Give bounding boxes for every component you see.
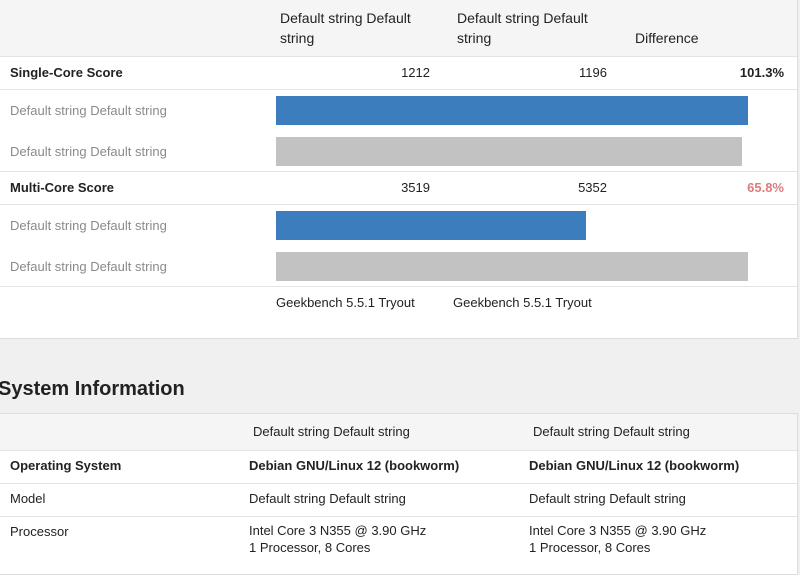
footer-text: Geekbench 5.5.1 Tryout <box>453 295 592 310</box>
info-row <box>0 483 797 517</box>
info-value: Intel Core 3 N355 @ 3.90 GHz <box>529 523 707 538</box>
header-band <box>0 414 797 450</box>
column-header: Default string Default string <box>533 424 690 439</box>
column-header: Default string Default string <box>280 10 411 46</box>
info-label: Processor <box>10 524 69 539</box>
score-row <box>0 56 797 90</box>
info-label: Operating System <box>10 458 122 473</box>
bar-label: Default string Default string <box>10 218 167 233</box>
column-header: Default string Default string <box>253 424 410 439</box>
score-label: Multi-Core Score <box>10 180 115 195</box>
info-value: Debian GNU/Linux 12 (bookworm) <box>249 458 460 473</box>
score-value: 1196 <box>579 65 607 80</box>
bar-row <box>0 204 797 246</box>
bar-label: Default string Default string <box>10 144 167 159</box>
info-value: 1 Processor, 8 Cores <box>529 540 651 555</box>
score-bar <box>276 211 587 240</box>
score-bar <box>276 137 742 166</box>
info-value: Intel Core 3 N355 @ 3.90 GHz <box>249 523 427 538</box>
info-value: Default string Default string <box>529 491 686 506</box>
bar-row <box>0 89 797 131</box>
score-value: 3519 <box>401 180 430 195</box>
footer-row <box>0 286 797 288</box>
info-row <box>0 450 797 484</box>
difference: 65.8% <box>747 180 784 195</box>
score-bar <box>276 252 748 281</box>
score-value: 1212 <box>401 65 430 80</box>
info-value: 1 Processor, 8 Cores <box>249 540 371 555</box>
footer-text: Geekbench 5.5.1 Tryout <box>276 295 415 310</box>
info-value: Default string Default string <box>249 491 406 506</box>
section-title: System Information <box>0 378 185 400</box>
info-label: Model <box>10 491 46 506</box>
bar-label: Default string Default string <box>10 103 167 118</box>
score-bar <box>276 96 748 125</box>
score-label: Single-Core Score <box>10 65 123 80</box>
header-band <box>0 0 797 56</box>
column-header: Default string Default string <box>457 10 588 46</box>
info-value: Debian GNU/Linux 12 (bookworm) <box>529 458 740 473</box>
score-value: 5352 <box>578 180 607 195</box>
score-row <box>0 171 797 205</box>
bar-label: Default string Default string <box>10 259 167 274</box>
info-row <box>0 516 797 563</box>
difference: 101.3% <box>739 65 784 80</box>
column-header: Difference <box>635 30 699 46</box>
